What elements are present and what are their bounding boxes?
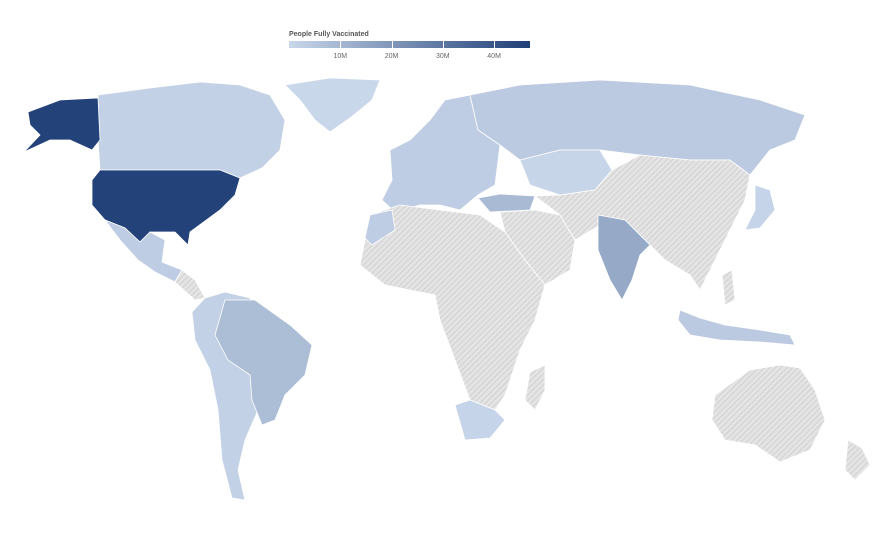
legend-tick [340,41,342,48]
region-greenland[interactable] [284,77,381,133]
region-philippines[interactable] [721,269,736,306]
legend-tick [391,41,393,48]
region-madagascar[interactable] [524,364,546,411]
region-canada[interactable] [97,81,286,179]
legend-tick-label: 30M [436,53,450,60]
color-legend: People Fully Vaccinated 10M 20M 30M 40M [289,31,530,60]
region-indonesia[interactable] [677,309,796,346]
legend-tick [494,41,496,48]
region-brazil[interactable] [214,299,313,426]
region-usa[interactable] [91,169,241,246]
legend-tick [442,41,444,48]
region-europe[interactable] [381,94,501,213]
region-australia[interactable] [711,364,826,463]
region-alaska[interactable] [23,97,101,153]
region-japan[interactable] [744,184,776,231]
region-africa[interactable] [359,204,546,411]
legend-tick-label: 10M [333,53,348,60]
region-morocco[interactable] [364,209,396,246]
region-india[interactable] [597,214,651,301]
legend-color-bar: 10M 20M 30M 40M [289,41,530,60]
region-new-zealand[interactable] [844,439,871,481]
region-mexico[interactable] [103,219,183,283]
legend-tick-label: 20M [384,53,399,60]
legend-tick-label: 40M [487,53,501,60]
legend-title: People Fully Vaccinated [289,31,369,38]
region-turkey[interactable] [477,193,536,213]
region-central-america[interactable] [174,269,206,301]
region-south-africa[interactable] [454,399,506,441]
